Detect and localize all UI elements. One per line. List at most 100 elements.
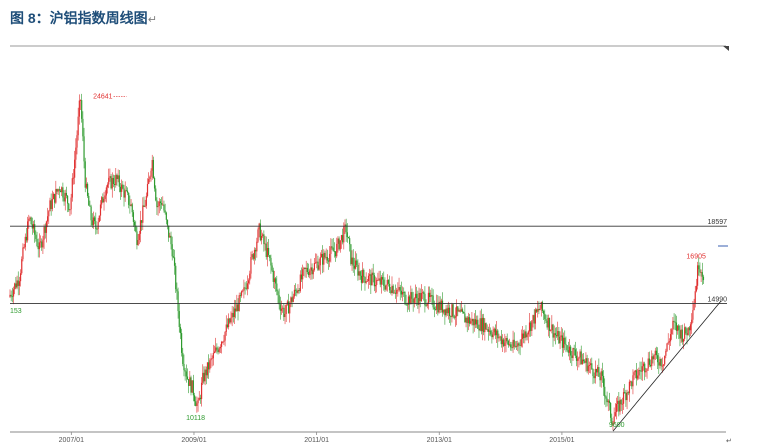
candle — [197, 397, 199, 412]
candle — [591, 357, 593, 370]
candle — [673, 313, 675, 330]
candle — [206, 362, 209, 379]
candle — [429, 286, 431, 303]
candle — [271, 262, 273, 273]
candle — [472, 318, 474, 334]
candle — [313, 258, 316, 272]
candle — [205, 366, 207, 385]
candle — [590, 358, 592, 374]
candle — [629, 380, 632, 387]
candle — [182, 347, 184, 367]
candle — [635, 363, 638, 386]
candle — [86, 182, 89, 198]
candle — [633, 370, 635, 380]
candle — [146, 178, 149, 198]
candle — [476, 315, 478, 328]
candle — [534, 307, 536, 330]
candle — [61, 186, 63, 197]
candle — [366, 279, 368, 282]
candle — [401, 286, 404, 302]
candle — [390, 287, 392, 295]
candle — [515, 340, 518, 351]
candle — [638, 367, 640, 380]
candle — [517, 340, 519, 352]
candle — [661, 357, 663, 373]
candle — [66, 195, 69, 213]
candle — [385, 284, 387, 292]
candle — [163, 200, 165, 213]
candle — [49, 197, 51, 212]
candle — [12, 286, 15, 305]
candle — [677, 325, 679, 335]
candle — [159, 198, 162, 211]
candle — [265, 236, 267, 260]
candle — [55, 180, 57, 205]
candle — [45, 220, 48, 243]
candle — [239, 292, 241, 303]
price-level-label: 14990 — [708, 297, 728, 304]
candle — [94, 215, 96, 225]
candle — [547, 314, 549, 337]
candle — [379, 270, 381, 288]
candle — [568, 338, 571, 361]
candle — [112, 174, 115, 188]
candle — [410, 285, 412, 305]
candle — [665, 348, 667, 359]
candle — [641, 357, 643, 381]
candle — [142, 197, 144, 231]
candle — [562, 332, 565, 353]
candle — [411, 288, 413, 305]
candle — [329, 246, 331, 268]
candle — [446, 304, 448, 316]
candle — [588, 361, 591, 374]
candle — [200, 377, 203, 407]
candle — [463, 311, 465, 314]
candle — [276, 275, 278, 296]
candle — [407, 291, 410, 310]
chart-title: 图 8：沪铝指数周线图↵ — [10, 8, 157, 28]
candle — [251, 250, 253, 260]
candle — [340, 234, 343, 249]
candle — [625, 389, 627, 407]
candle — [311, 263, 313, 280]
candle — [595, 368, 598, 377]
candle — [193, 392, 196, 406]
candle — [35, 230, 37, 242]
candle — [256, 237, 258, 258]
candle — [282, 305, 284, 313]
candle — [343, 222, 345, 250]
candle — [199, 394, 202, 404]
chart-title-text: 图 8：沪铝指数周线图 — [10, 10, 148, 26]
candle — [189, 371, 191, 386]
candle — [445, 305, 447, 318]
candle — [414, 284, 417, 305]
candle — [356, 253, 358, 268]
candle — [440, 298, 442, 313]
candle — [184, 367, 186, 381]
candle — [164, 203, 166, 215]
candle — [497, 328, 499, 348]
candle — [27, 216, 29, 243]
candle — [392, 284, 394, 295]
candle — [65, 186, 68, 199]
candle — [325, 248, 327, 264]
candle — [90, 204, 92, 227]
candle — [128, 192, 130, 209]
candle — [510, 341, 512, 351]
candle — [512, 330, 514, 353]
candle — [125, 186, 127, 192]
candle — [441, 292, 444, 317]
candle — [190, 375, 192, 396]
candle — [211, 355, 213, 367]
candle — [533, 309, 535, 330]
candle — [691, 313, 693, 334]
candle — [105, 185, 107, 203]
candle — [101, 196, 103, 209]
candle — [667, 333, 669, 345]
candle — [564, 330, 566, 351]
candle — [427, 286, 430, 310]
candle — [494, 324, 497, 340]
candle — [148, 172, 150, 185]
candle — [453, 314, 455, 320]
candle — [151, 154, 153, 180]
